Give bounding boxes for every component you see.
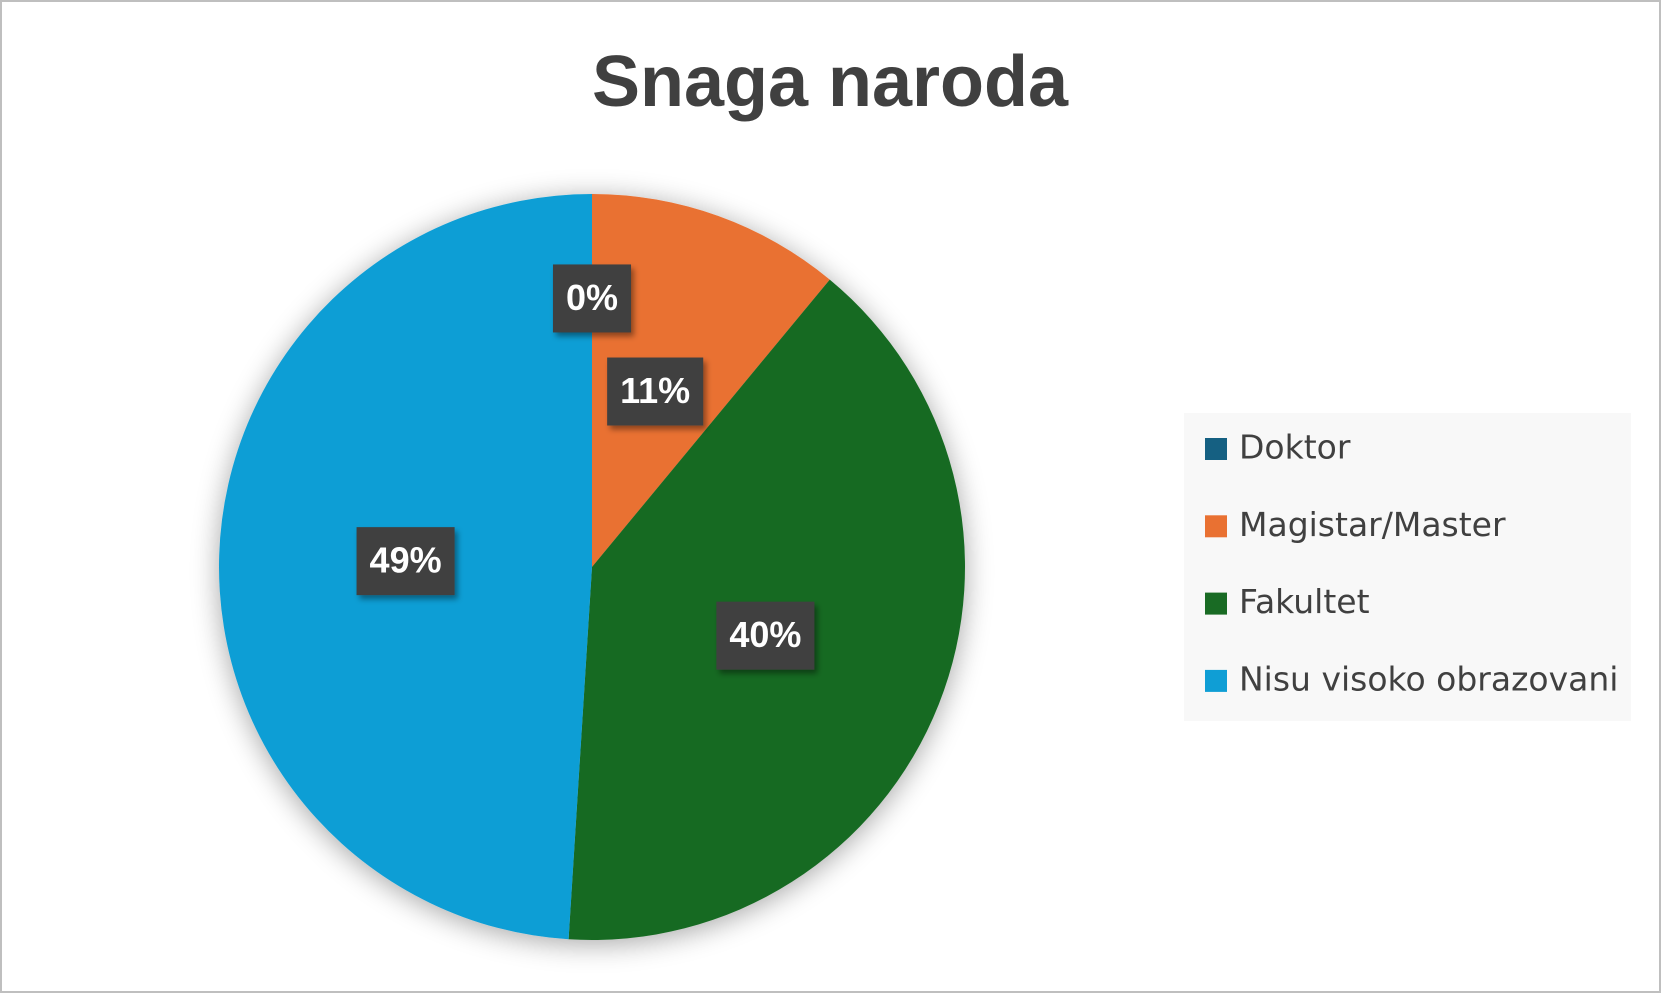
pie-slice xyxy=(592,194,830,567)
data-label: 40% xyxy=(716,601,815,670)
legend-swatch xyxy=(1205,592,1227,615)
legend-label: Doktor xyxy=(1239,428,1351,467)
legend: Doktor Magistar/Master Fakultet Nisu visoko… xyxy=(1205,428,1618,698)
chart-title: Snaga naroda xyxy=(592,42,1069,122)
data-labels: 0% 11% 40% 49% xyxy=(356,264,815,670)
data-label-box xyxy=(716,601,815,670)
legend-swatch xyxy=(1205,515,1227,538)
data-label-text: 40% xyxy=(729,614,801,655)
legend-label: Magistar/Master xyxy=(1239,505,1506,544)
data-label-text: 49% xyxy=(370,540,442,581)
data-label: 49% xyxy=(356,527,455,596)
legend-swatch xyxy=(1205,438,1227,460)
data-label-box xyxy=(552,264,632,333)
legend-label: Fakultet xyxy=(1239,582,1370,621)
data-label-text: 0% xyxy=(566,277,618,318)
legend-label: Nisu visoko obrazovani xyxy=(1239,659,1618,698)
data-label: 0% xyxy=(552,264,632,333)
data-label: 11% xyxy=(607,357,704,426)
data-label-box xyxy=(356,527,455,596)
data-label-box xyxy=(607,357,704,426)
legend-swatch xyxy=(1205,669,1227,692)
data-label-text: 11% xyxy=(620,370,690,411)
legend-box xyxy=(1184,413,1631,721)
